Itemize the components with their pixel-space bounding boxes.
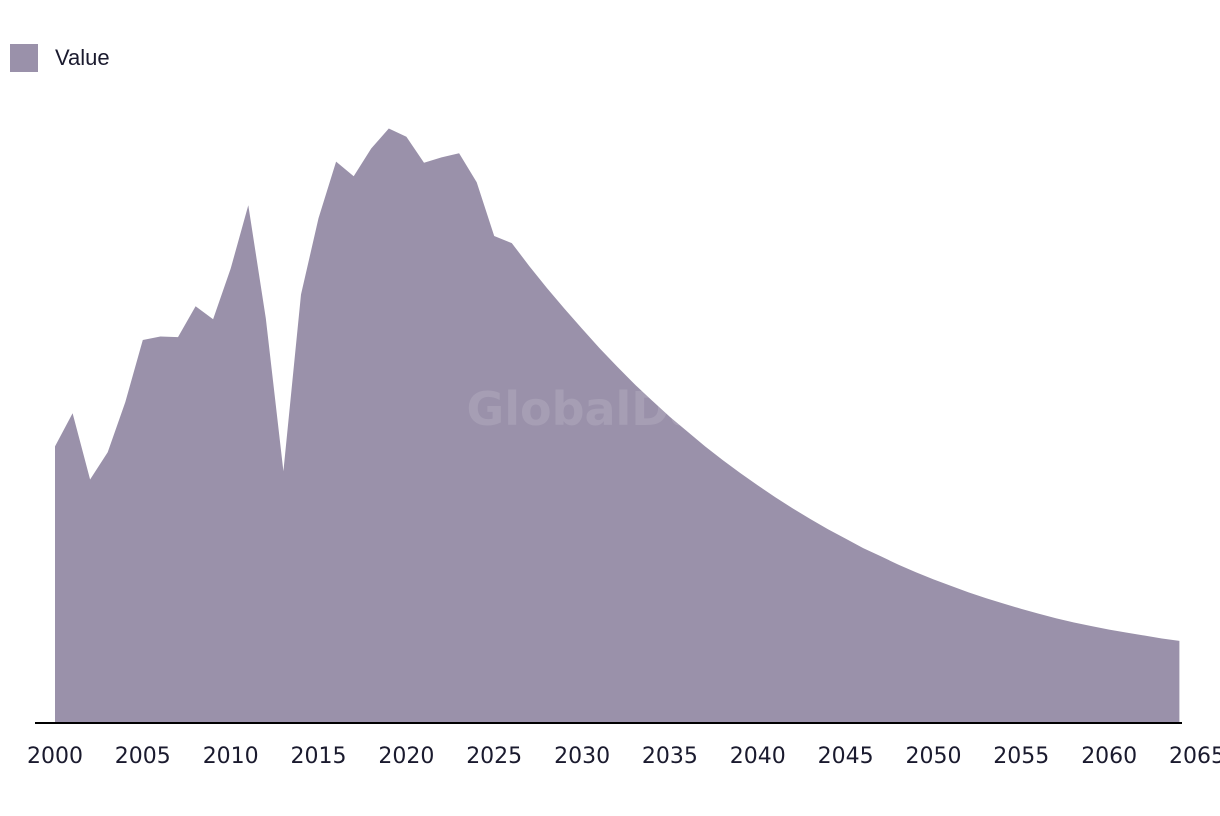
legend-swatch xyxy=(10,44,38,72)
x-tick-label: 2005 xyxy=(115,744,171,769)
area-series-value xyxy=(55,128,1180,723)
x-tick-label: 2000 xyxy=(27,744,83,769)
x-tick-label: 2040 xyxy=(730,744,786,769)
x-tick-label: 2030 xyxy=(554,744,610,769)
x-tick-label: 2045 xyxy=(818,744,874,769)
x-tick-label: 2035 xyxy=(642,744,698,769)
x-tick-label: 2060 xyxy=(1081,744,1137,769)
chart-legend: Value xyxy=(10,44,110,72)
x-tick-label: 2065 xyxy=(1169,744,1220,769)
x-tick-label: 2020 xyxy=(378,744,434,769)
x-tick-label: 2050 xyxy=(906,744,962,769)
x-tick-label: 2010 xyxy=(203,744,259,769)
chart-watermark: GlobalData xyxy=(466,382,753,436)
legend-label: Value xyxy=(55,45,110,70)
x-tick-label: 2055 xyxy=(993,744,1049,769)
x-tick-label: 2025 xyxy=(466,744,522,769)
x-tick-label: 2015 xyxy=(291,744,347,769)
